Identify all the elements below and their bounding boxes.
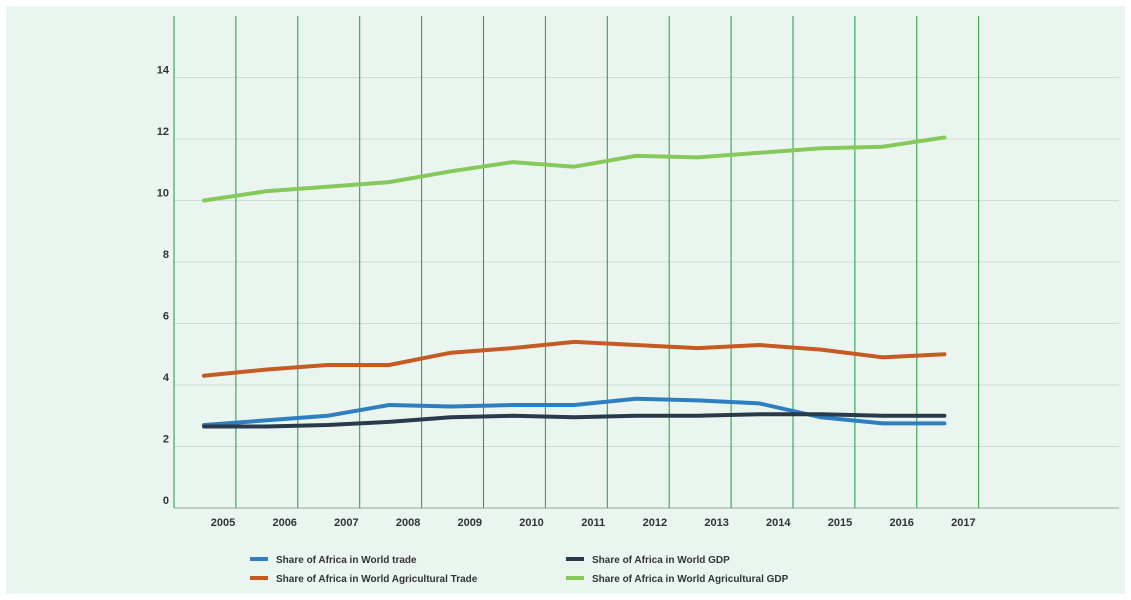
chart-panel: 0 2 4 6 8 10 12 14 2005 2006 2007 2008 2009 2010 2011…: [6, 6, 1125, 594]
x-tick-label: 2014: [766, 517, 791, 529]
series-line: [202, 339, 947, 378]
legend-item: Share of Africa in World Agricultural Tr…: [250, 574, 478, 585]
y-tick-label: 10: [157, 188, 169, 200]
vertical-gridlines: [173, 16, 980, 508]
y-tick-label: 12: [157, 126, 169, 138]
legend-item: Share of Africa in World GDP: [566, 555, 730, 566]
line-chart: 0 2 4 6 8 10 12 14 2005 2006 2007 2008 2009 2010 2011…: [157, 16, 1119, 585]
series-line: [202, 412, 947, 429]
legend-label: Share of Africa in World Agricultural Tr…: [276, 574, 478, 585]
series-line: [202, 135, 947, 203]
x-tick-label: 2012: [643, 517, 667, 529]
x-tick-label: 2006: [272, 517, 296, 529]
series-line: [202, 396, 947, 427]
x-tick-label: 2016: [889, 517, 913, 529]
x-tick-label: 2015: [828, 517, 852, 529]
y-tick-label: 8: [163, 249, 169, 261]
y-axis: 0 2 4 6 8 10 12 14: [157, 65, 170, 508]
x-tick-label: 2007: [334, 517, 358, 529]
y-tick-label: 0: [163, 495, 169, 507]
x-axis: 2005 2006 2007 2008 2009 2010 2011 2012 2013 2014…: [211, 517, 976, 529]
legend-label: Share of Africa in World GDP: [592, 555, 730, 566]
legend-item: Share of Africa in World Agricultural GD…: [566, 574, 789, 585]
legend-label: Share of Africa in World trade: [276, 555, 417, 566]
x-tick-label: 2008: [396, 517, 420, 529]
y-tick-label: 14: [157, 65, 170, 77]
series-lines: [202, 135, 947, 429]
y-tick-label: 2: [163, 434, 169, 446]
x-tick-label: 2010: [519, 517, 543, 529]
x-tick-label: 2017: [951, 517, 975, 529]
x-tick-label: 2005: [211, 517, 235, 529]
x-tick-label: 2009: [458, 517, 482, 529]
legend-label: Share of Africa in World Agricultural GD…: [592, 574, 789, 585]
x-tick-label: 2013: [704, 517, 728, 529]
y-tick-label: 4: [163, 372, 170, 384]
x-tick-label: 2011: [581, 517, 605, 529]
y-tick-label: 6: [163, 311, 169, 323]
legend: Share of Africa in World trade Share of A…: [250, 555, 789, 585]
legend-item: Share of Africa in World trade: [250, 555, 417, 566]
gridlines: [174, 77, 1119, 509]
